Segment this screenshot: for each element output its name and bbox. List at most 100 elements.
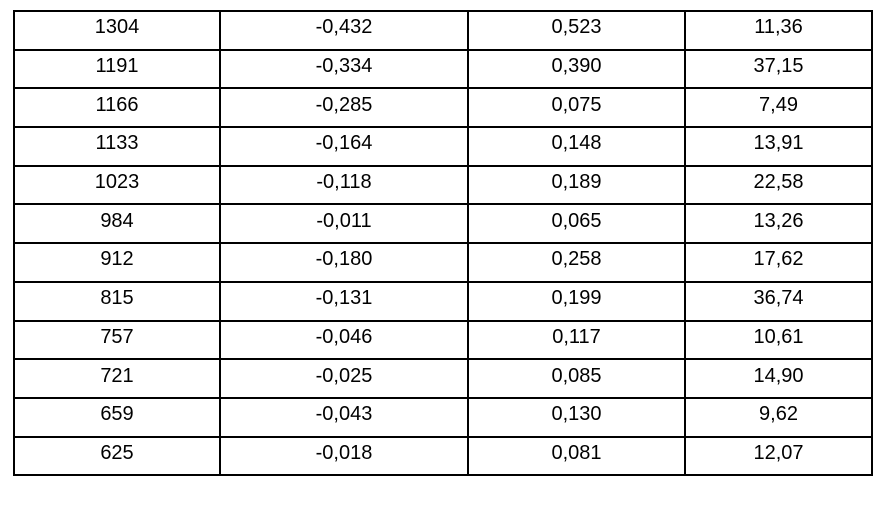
cell-value: 0,390 <box>551 55 602 78</box>
table-cell: 13,26 <box>684 203 873 245</box>
table-cell: 10,61 <box>684 319 873 361</box>
cell-value: 7,49 <box>759 93 798 116</box>
table-cell: 625 <box>13 435 221 477</box>
table-cell: -0,432 <box>219 10 469 51</box>
table-cell: 0,081 <box>467 435 686 477</box>
cell-value: -0,011 <box>316 209 372 232</box>
cell-value: -0,285 <box>315 93 373 116</box>
table-cell: -0,043 <box>219 396 469 438</box>
cell-value: 0,065 <box>551 209 602 232</box>
cell-value: 13,26 <box>753 209 804 232</box>
table-cell: 0,117 <box>467 319 686 361</box>
table-cell: -0,025 <box>219 358 469 399</box>
cell-value: 0,081 <box>551 441 602 464</box>
table-cell: 1023 <box>13 164 221 206</box>
table-cell: 0,189 <box>467 164 686 206</box>
table-cell: 721 <box>13 358 221 399</box>
cell-value: -0,025 <box>315 364 373 387</box>
cell-value: 0,258 <box>551 248 602 271</box>
cell-value: -0,118 <box>316 171 372 194</box>
table-cell: -0,011 <box>219 203 469 245</box>
cell-value: -0,164 <box>315 132 373 155</box>
table-cell: 0,523 <box>467 10 686 51</box>
cell-value: -0,334 <box>315 55 373 78</box>
table-cell: -0,018 <box>219 435 469 477</box>
table-cell: 984 <box>13 203 221 245</box>
cell-value: 1166 <box>95 93 139 116</box>
cell-value: -0,018 <box>315 441 373 464</box>
cell-value: 0,189 <box>551 171 602 194</box>
cell-value: 0,075 <box>551 93 602 116</box>
cell-value: 625 <box>100 441 134 464</box>
cell-value: 757 <box>100 325 134 348</box>
table-row: 912 -0,180 0,258 17,62 <box>13 242 873 283</box>
table-cell: 0,390 <box>467 48 686 90</box>
table-row: 984 -0,011 0,065 13,26 <box>13 203 873 245</box>
table-row: 815 -0,131 0,199 36,74 <box>13 280 873 322</box>
cell-value: 12,07 <box>753 441 804 464</box>
table-row: 1191 -0,334 0,390 37,15 <box>13 48 873 90</box>
table-cell: 757 <box>13 319 221 361</box>
cell-value: 0,148 <box>551 132 602 155</box>
cell-value: -0,046 <box>315 325 373 348</box>
table-cell: 1133 <box>13 126 221 167</box>
table-cell: 0,148 <box>467 126 686 167</box>
table-row: 1133 -0,164 0,148 13,91 <box>13 126 873 167</box>
cell-value: 984 <box>100 209 134 232</box>
table-row: 757 -0,046 0,117 10,61 <box>13 319 873 361</box>
table-row: 1023 -0,118 0,189 22,58 <box>13 164 873 206</box>
table-cell: 9,62 <box>684 396 873 438</box>
table-cell: 11,36 <box>684 10 873 51</box>
cell-value: 22,58 <box>753 171 804 194</box>
table-cell: -0,164 <box>219 126 469 167</box>
table-row: 659 -0,043 0,130 9,62 <box>13 396 873 438</box>
cell-value: 36,74 <box>753 287 804 310</box>
table-cell: -0,131 <box>219 280 469 322</box>
cell-value: -0,180 <box>315 248 373 271</box>
table-cell: 12,07 <box>684 435 873 477</box>
table-cell: 17,62 <box>684 242 873 283</box>
table-cell: -0,180 <box>219 242 469 283</box>
cell-value: 0,117 <box>552 325 601 348</box>
table-cell: 13,91 <box>684 126 873 167</box>
table-cell: 659 <box>13 396 221 438</box>
cell-value: 0,085 <box>551 364 602 387</box>
cell-value: 37,15 <box>753 55 804 78</box>
table-cell: 1166 <box>13 87 221 129</box>
table-cell: 7,49 <box>684 87 873 129</box>
table-cell: 0,258 <box>467 242 686 283</box>
table-cell: 815 <box>13 280 221 322</box>
cell-value: 13,91 <box>753 132 804 155</box>
cell-value: 1191 <box>95 55 139 78</box>
table-cell: 36,74 <box>684 280 873 322</box>
cell-value: 10,61 <box>753 325 804 348</box>
table-cell: 912 <box>13 242 221 283</box>
cell-value: 1133 <box>95 132 139 155</box>
table-cell: -0,118 <box>219 164 469 206</box>
cell-value: -0,043 <box>315 403 373 426</box>
table-body: 1304 -0,432 0,523 11,36 1191 -0,334 0,390 37,15… <box>13 10 873 477</box>
table-cell: 1191 <box>13 48 221 90</box>
table-cell: -0,285 <box>219 87 469 129</box>
table-row: 1304 -0,432 0,523 11,36 <box>13 10 873 51</box>
cell-value: 912 <box>100 248 134 271</box>
cell-value: 9,62 <box>759 403 798 426</box>
table-cell: 0,199 <box>467 280 686 322</box>
data-table: 1304 -0,432 0,523 11,36 1191 -0,334 0,390 37,15… <box>13 10 873 477</box>
table-cell: 14,90 <box>684 358 873 399</box>
table-row: 625 -0,018 0,081 12,07 <box>13 435 873 477</box>
table-row: 721 -0,025 0,085 14,90 <box>13 358 873 399</box>
cell-value: 815 <box>100 287 134 310</box>
table-row: 1166 -0,285 0,075 7,49 <box>13 87 873 129</box>
table-cell: 0,075 <box>467 87 686 129</box>
cell-value: 11,36 <box>754 16 803 39</box>
cell-value: 721 <box>100 364 134 387</box>
cell-value: 0,199 <box>551 287 602 310</box>
cell-value: 14,90 <box>753 364 804 387</box>
cell-value: -0,131 <box>315 287 373 310</box>
table-cell: 0,130 <box>467 396 686 438</box>
table-cell: 0,065 <box>467 203 686 245</box>
table-cell: 22,58 <box>684 164 873 206</box>
cell-value: 1023 <box>94 171 140 194</box>
table-cell: 0,085 <box>467 358 686 399</box>
